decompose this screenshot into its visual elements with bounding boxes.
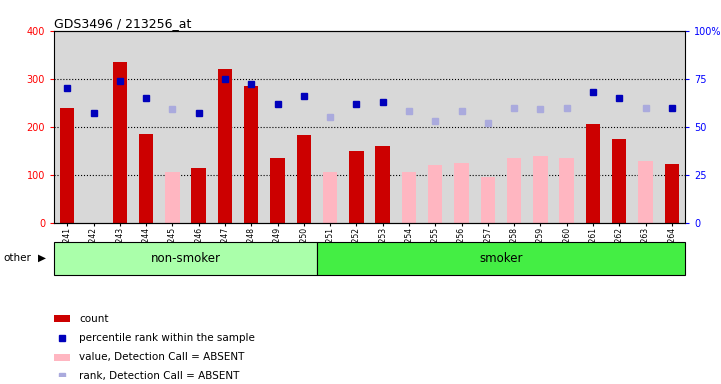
Bar: [665, 164, 679, 223]
Bar: [585, 124, 600, 223]
Text: other: other: [4, 253, 32, 263]
Bar: [270, 158, 285, 223]
Bar: [54, 354, 70, 361]
Bar: [191, 167, 206, 223]
Bar: [139, 134, 154, 223]
Bar: [165, 172, 180, 223]
Text: smoker: smoker: [479, 252, 523, 265]
Bar: [296, 135, 311, 223]
Bar: [54, 242, 317, 275]
Bar: [559, 158, 574, 223]
Bar: [54, 315, 70, 322]
Bar: [507, 158, 521, 223]
Bar: [112, 62, 127, 223]
Bar: [454, 163, 469, 223]
Text: count: count: [79, 314, 109, 324]
Bar: [323, 172, 337, 223]
Text: GDS3496 / 213256_at: GDS3496 / 213256_at: [54, 17, 192, 30]
Bar: [244, 86, 258, 223]
Bar: [218, 69, 232, 223]
Bar: [481, 177, 495, 223]
Bar: [317, 242, 685, 275]
Bar: [638, 161, 653, 223]
Text: percentile rank within the sample: percentile rank within the sample: [79, 333, 255, 343]
Text: non-smoker: non-smoker: [151, 252, 221, 265]
Bar: [349, 151, 363, 223]
Text: value, Detection Call = ABSENT: value, Detection Call = ABSENT: [79, 352, 244, 362]
Bar: [428, 165, 443, 223]
Bar: [612, 139, 627, 223]
Bar: [402, 172, 416, 223]
Text: ▶: ▶: [37, 253, 45, 263]
Bar: [533, 156, 548, 223]
Text: rank, Detection Call = ABSENT: rank, Detection Call = ABSENT: [79, 371, 239, 381]
Bar: [60, 109, 74, 223]
Bar: [376, 146, 390, 223]
